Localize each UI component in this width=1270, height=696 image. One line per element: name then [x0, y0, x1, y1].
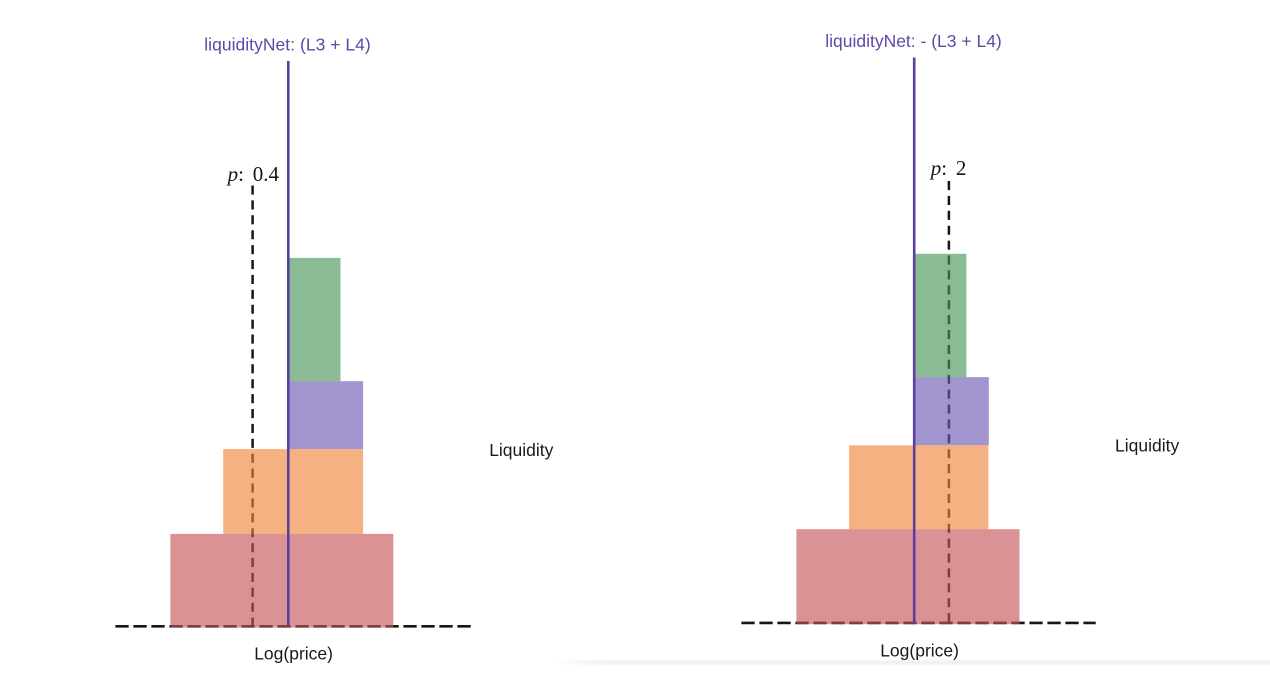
svg-text:Log(price): Log(price) — [254, 643, 333, 663]
svg-text:Liquidity: Liquidity — [489, 440, 553, 460]
svg-text:p: 2: p: 2 — [929, 156, 967, 180]
svg-text:p: 0.4: p: 0.4 — [226, 162, 280, 186]
svg-text:liquidityNet: - (L3 + L4): liquidityNet: - (L3 + L4) — [825, 31, 1002, 51]
svg-text:Log(price): Log(price) — [880, 641, 959, 661]
svg-text:Liquidity: Liquidity — [1115, 436, 1179, 456]
svg-text:liquidityNet: (L3 + L4): liquidityNet: (L3 + L4) — [204, 35, 371, 55]
